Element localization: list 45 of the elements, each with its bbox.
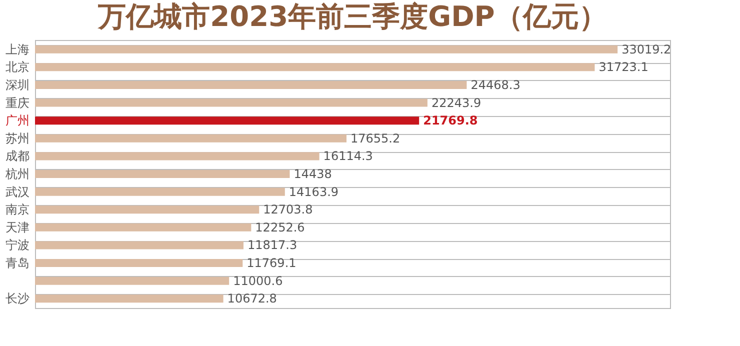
bar: [35, 134, 346, 142]
y-tick-label: 重庆: [6, 96, 30, 110]
bar: [35, 259, 243, 268]
y-tick-label: 苏州: [6, 131, 30, 146]
bar: [35, 188, 285, 196]
bar: [35, 223, 252, 232]
chart-title: 万亿城市2023年前三季度GDP（亿元）: [97, 0, 607, 33]
data-label: 33019.2: [622, 42, 672, 56]
y-tick-label: 宁波: [6, 238, 30, 252]
data-label: 22243.9: [431, 96, 482, 110]
data-label: 10672.8: [227, 292, 277, 306]
bar: [35, 294, 224, 303]
y-tick-label: 青岛: [6, 256, 30, 270]
bar: [35, 116, 420, 125]
data-label: 21769.8: [423, 114, 478, 128]
data-label: 24468.3: [470, 78, 520, 92]
data-label: 12252.6: [255, 220, 305, 234]
y-tick-label: 长沙: [6, 292, 30, 306]
data-label: 12703.8: [263, 202, 313, 217]
bar: [35, 206, 260, 214]
data-label: 14163.9: [288, 184, 339, 199]
bar: [35, 80, 467, 89]
y-tick-label: 成都: [6, 149, 30, 164]
bar: [35, 170, 290, 178]
y-tick-label: 杭州: [4, 167, 30, 181]
data-label: 16114.3: [323, 149, 373, 164]
bar: [35, 63, 595, 72]
y-tick-label: 深圳: [6, 78, 30, 92]
y-tick-label: 南京: [6, 202, 30, 217]
y-tick-label: 天津: [6, 220, 30, 234]
data-label: 11817.3: [247, 238, 298, 252]
data-label: 11000.6: [233, 274, 283, 288]
y-tick-label: 上海: [6, 42, 30, 56]
data-label: 14438: [294, 167, 332, 181]
y-tick-label: 北京: [6, 60, 30, 74]
y-tick-label: 广州: [6, 114, 30, 128]
bar: [35, 152, 320, 160]
bar: [35, 241, 244, 250]
bar: [35, 276, 230, 285]
data-label: 17655.2: [350, 131, 400, 146]
bar: [35, 98, 428, 107]
y-tick-label: 武汉: [6, 184, 30, 199]
data-label: 11769.1: [246, 256, 296, 270]
bar: [35, 45, 618, 54]
data-label: 31723.1: [598, 60, 648, 74]
